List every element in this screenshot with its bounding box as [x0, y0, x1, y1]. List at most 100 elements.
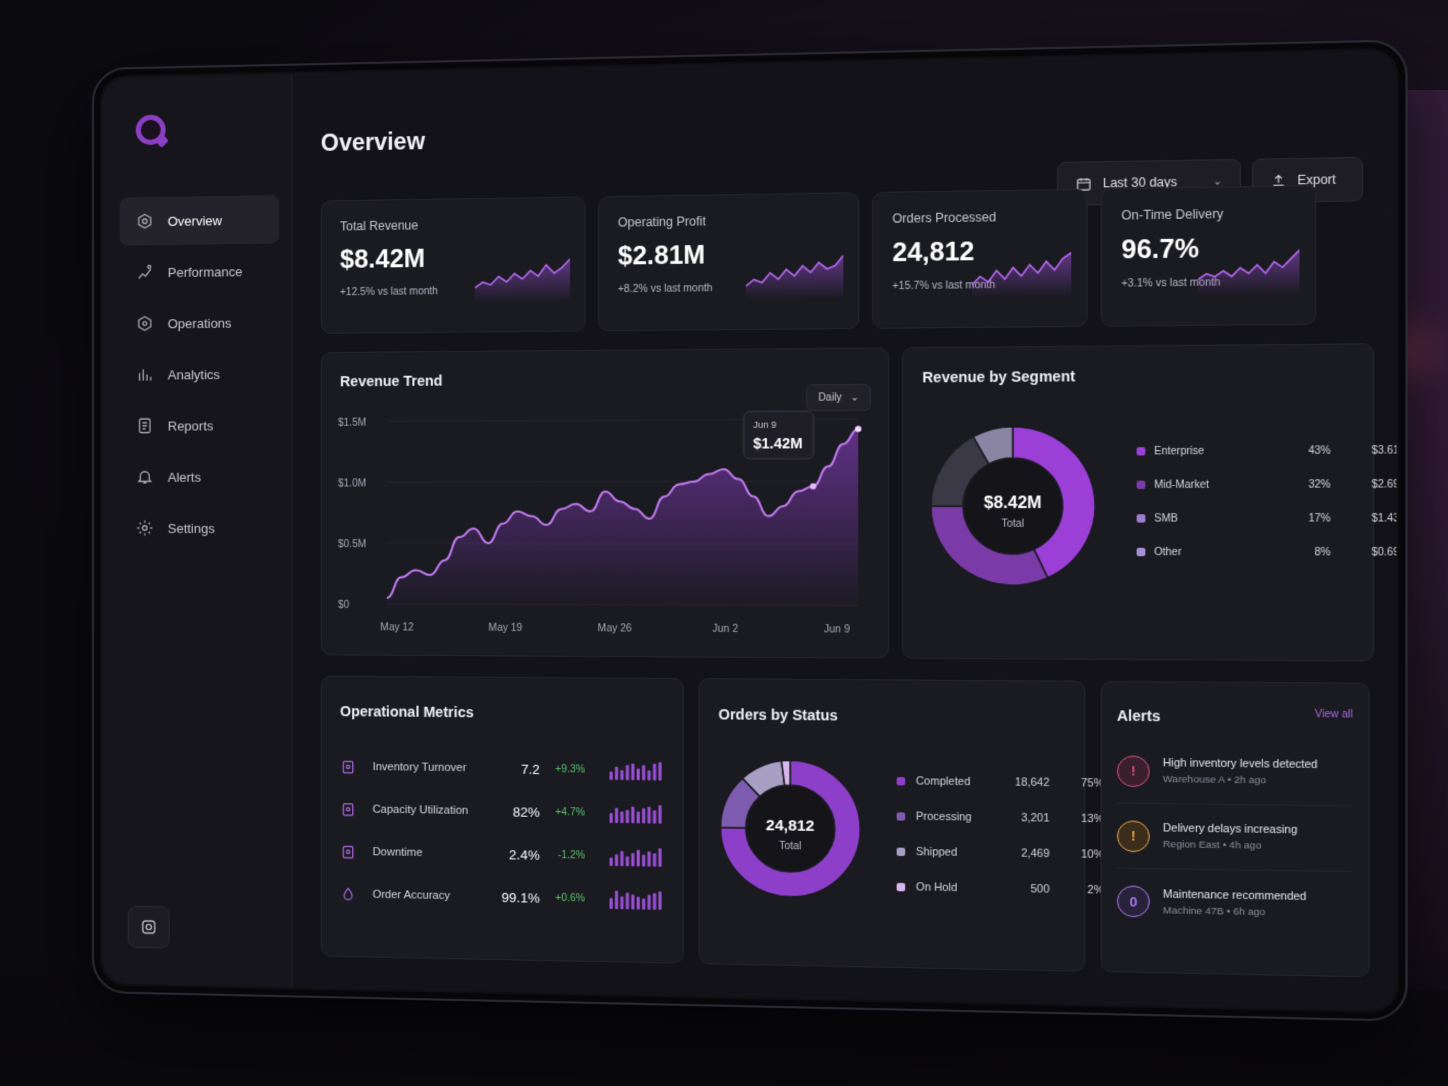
revenue-trend-title: Revenue Trend: [340, 369, 869, 389]
view-all-link[interactable]: View all: [1315, 709, 1353, 721]
main-content: Overview Last 30 days ⌄ Export Total Rev…: [292, 50, 1396, 1011]
revenue-trend-chart[interactable]: $0 $0.5M $1.0M $1.5M Jun 9 $1.42M May 12 May 19…: [338, 398, 869, 657]
orders-donut-chart[interactable]: 24,812 Total: [718, 745, 877, 923]
sidebar-item-overview[interactable]: Overview: [120, 195, 279, 246]
sidebar-footer-button[interactable]: [128, 906, 170, 949]
sidebar-item-operations[interactable]: Operations: [120, 298, 279, 348]
orders-legend-row[interactable]: Processing 3,201 13%: [897, 799, 1104, 837]
metric-bar: [643, 808, 646, 823]
metric-bar: [621, 896, 624, 909]
kpi-card[interactable]: On-Time Delivery 96.7% +3.1% vs last month: [1101, 185, 1317, 327]
metric-bar: [626, 893, 629, 910]
kpi-title: Total Revenue: [340, 216, 566, 233]
metric-bar: [615, 808, 618, 823]
ops-metric-row[interactable]: Downtime 2.4% -1.2%: [340, 830, 664, 878]
operational-metrics-card: Operational Metrics Inventory Turnover 7.…: [321, 676, 684, 964]
legend-swatch: [1137, 548, 1146, 556]
legend-count: 3,201: [1000, 812, 1050, 825]
bell-icon: [136, 468, 154, 486]
sidebar-item-label: Overview: [168, 213, 222, 229]
legend-amount: $2.69M: [1331, 478, 1397, 490]
sidebar-item-settings[interactable]: Settings: [120, 504, 279, 552]
alert-item[interactable]: ! Delivery delays increasing Region East •…: [1117, 804, 1353, 873]
metric-bar: [648, 770, 651, 780]
performance-icon: [136, 263, 154, 281]
sidebar-item-label: Operations: [168, 315, 232, 331]
segment-legend-row[interactable]: Mid-Market 32% $2.69M: [1137, 467, 1397, 501]
revenue-segment-card: Revenue by Segment $8.42M Total Enterpris…: [902, 343, 1374, 661]
legend-swatch: [1137, 481, 1146, 489]
legend-pct: 8%: [1277, 546, 1330, 558]
donut-total-value: $8.42M: [984, 494, 1042, 512]
metric-bar: [643, 855, 646, 867]
ops-metric-row[interactable]: Inventory Turnover 7.2 +9.3%: [340, 745, 664, 791]
sidebar-item-alerts[interactable]: Alerts: [120, 452, 279, 501]
orders-legend-row[interactable]: Completed 18,642 75%: [897, 764, 1104, 802]
metric-bar: [626, 765, 629, 780]
metric-bar: [615, 767, 618, 780]
alerts-card: Alerts View all ! High inventory levels d…: [1101, 681, 1370, 978]
metric-bar: [621, 770, 624, 780]
legend-amount: $0.69M: [1331, 546, 1397, 558]
metric-bar: [653, 764, 656, 781]
page-title: Overview: [321, 110, 1372, 157]
metric-bar: [610, 898, 613, 909]
metric-bar: [659, 891, 662, 910]
alert-item[interactable]: ! High inventory levels detected Warehouse…: [1117, 739, 1353, 807]
metric-bar-sparkline: [610, 889, 664, 910]
donut-total-label: Total: [1001, 518, 1024, 530]
segment-legend-row[interactable]: Other 8% $0.69M: [1137, 535, 1397, 569]
y-tick-label: $1.0M: [338, 478, 366, 489]
metric-bar: [659, 762, 662, 781]
sidebar-item-analytics[interactable]: Analytics: [120, 349, 279, 398]
metric-bar: [637, 769, 640, 781]
trend-endpoint[interactable]: [855, 426, 861, 432]
sparkline-area: [746, 256, 843, 301]
metric-delta: +9.3%: [540, 763, 585, 775]
sparkline-area: [475, 259, 570, 303]
app-logo[interactable]: [136, 115, 166, 146]
metric-bar: [653, 893, 656, 910]
legend-name: Processing: [916, 810, 1000, 824]
clipboard-icon: [340, 759, 356, 775]
legend-name: SMB: [1154, 513, 1277, 525]
legend-pct: 43%: [1277, 445, 1330, 457]
y-gridline: [387, 481, 858, 482]
metric-bar: [659, 848, 662, 867]
warning-triangle-icon: !: [1117, 820, 1150, 852]
metric-name: Capacity Utilization: [372, 804, 496, 818]
sidebar-item-performance[interactable]: Performance: [120, 247, 279, 297]
alert-subtitle: Region East • 4h ago: [1163, 839, 1297, 852]
ops-metric-row[interactable]: Order Accuracy 99.1% +0.6%: [340, 873, 664, 921]
trend-hover-point[interactable]: [810, 483, 816, 489]
kpi-card[interactable]: Orders Processed 24,812 +15.7% vs last mon…: [872, 189, 1087, 329]
accuracy-icon: [340, 886, 356, 902]
sidebar-item-reports[interactable]: Reports: [120, 401, 279, 450]
alert-item[interactable]: 0 Maintenance recommended Machine 47B • 6h…: [1117, 869, 1353, 938]
metric-name: Inventory Turnover: [372, 761, 496, 775]
metric-bar: [653, 853, 656, 866]
revenue-trend-card: Revenue Trend Daily ⌄ $0 $0.5M $1.0M $1.5M J…: [321, 347, 889, 658]
kpi-card[interactable]: Total Revenue $8.42M +12.5% vs last month: [321, 196, 586, 334]
kpi-card[interactable]: Operating Profit $2.81M +8.2% vs last mont…: [598, 192, 859, 331]
segment-legend-row[interactable]: Enterprise 43% $3.61M: [1137, 433, 1397, 468]
legend-swatch: [1137, 514, 1146, 522]
metric-bar: [615, 891, 618, 909]
alerts-list: ! High inventory levels detected Warehouse…: [1117, 739, 1353, 938]
ops-metric-row[interactable]: Capacity Utilization 82% +4.7%: [340, 788, 664, 835]
segment-legend-row[interactable]: SMB 17% $1.43M: [1137, 501, 1397, 535]
metric-value: 99.1%: [497, 889, 540, 905]
orders-status-card: Orders by Status 24,812 Total Completed 18…: [698, 678, 1085, 972]
metric-bar: [626, 810, 629, 823]
orders-legend-row[interactable]: On Hold 500 2%: [897, 869, 1104, 908]
legend-pct: 13%: [1050, 812, 1104, 825]
legend-count: 18,642: [1000, 776, 1050, 789]
orders-legend-row[interactable]: Shipped 2,469 10%: [897, 834, 1104, 872]
kpi-sparkline: [746, 251, 843, 300]
metric-bar: [637, 897, 640, 910]
metric-bar: [610, 772, 613, 780]
segment-donut-chart[interactable]: $8.42M Total: [927, 405, 1111, 615]
legend-count: 2,469: [1000, 847, 1050, 860]
legend-amount: $1.43M: [1331, 512, 1397, 524]
legend-pct: 2%: [1050, 883, 1104, 896]
